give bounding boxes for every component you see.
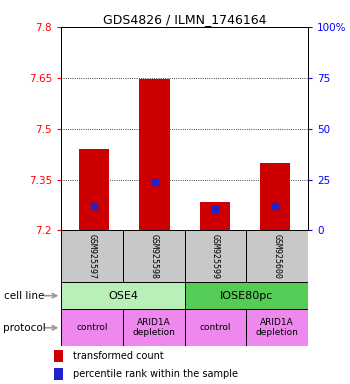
Text: control: control — [76, 323, 108, 332]
Bar — [185, 309, 246, 346]
Text: IOSE80pc: IOSE80pc — [220, 291, 273, 301]
Text: ARID1A
depletion: ARID1A depletion — [132, 318, 175, 338]
Bar — [61, 282, 185, 309]
Bar — [54, 350, 63, 362]
Bar — [123, 309, 185, 346]
Text: GSM925597: GSM925597 — [88, 234, 97, 279]
Bar — [61, 230, 123, 282]
Text: cell line: cell line — [4, 291, 44, 301]
Text: OSE4: OSE4 — [108, 291, 138, 301]
Text: GSM925599: GSM925599 — [211, 234, 220, 279]
Title: GDS4826 / ILMN_1746164: GDS4826 / ILMN_1746164 — [103, 13, 266, 26]
Bar — [185, 230, 246, 282]
Text: transformed count: transformed count — [73, 351, 164, 361]
Bar — [260, 162, 290, 230]
Text: GSM925600: GSM925600 — [273, 234, 282, 279]
Text: ARID1A
depletion: ARID1A depletion — [256, 318, 299, 338]
Bar — [246, 309, 308, 346]
Bar — [61, 309, 123, 346]
Text: control: control — [200, 323, 231, 332]
Text: protocol: protocol — [4, 323, 46, 333]
Bar — [54, 368, 63, 380]
Bar — [140, 79, 170, 230]
Text: GSM925598: GSM925598 — [149, 234, 158, 279]
Bar — [199, 202, 230, 230]
Bar — [79, 149, 110, 230]
Bar — [246, 230, 308, 282]
Text: percentile rank within the sample: percentile rank within the sample — [73, 369, 238, 379]
Bar — [123, 230, 185, 282]
Bar — [185, 282, 308, 309]
